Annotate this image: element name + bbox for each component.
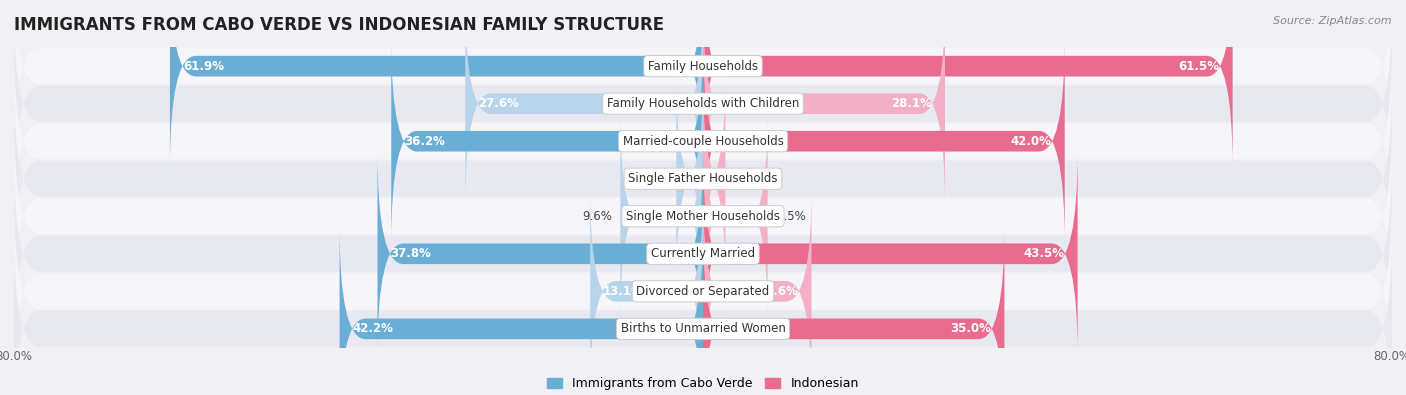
FancyBboxPatch shape [14, 84, 1392, 273]
Text: 35.0%: 35.0% [950, 322, 991, 335]
FancyBboxPatch shape [377, 152, 703, 356]
Text: 36.2%: 36.2% [404, 135, 446, 148]
Text: 61.5%: 61.5% [1178, 60, 1219, 73]
Text: Single Father Households: Single Father Households [628, 172, 778, 185]
Text: IMMIGRANTS FROM CABO VERDE VS INDONESIAN FAMILY STRUCTURE: IMMIGRANTS FROM CABO VERDE VS INDONESIAN… [14, 16, 664, 34]
Text: Currently Married: Currently Married [651, 247, 755, 260]
Text: 43.5%: 43.5% [1024, 247, 1064, 260]
Text: Source: ZipAtlas.com: Source: ZipAtlas.com [1274, 16, 1392, 26]
Text: 9.6%: 9.6% [582, 210, 612, 223]
FancyBboxPatch shape [703, 114, 768, 318]
Text: Married-couple Households: Married-couple Households [623, 135, 783, 148]
FancyBboxPatch shape [591, 189, 703, 393]
Text: 42.2%: 42.2% [353, 322, 394, 335]
Text: Single Mother Households: Single Mother Households [626, 210, 780, 223]
FancyBboxPatch shape [340, 227, 703, 395]
Text: 12.6%: 12.6% [758, 285, 799, 298]
FancyBboxPatch shape [14, 0, 1392, 161]
FancyBboxPatch shape [703, 189, 811, 393]
Text: 28.1%: 28.1% [891, 97, 932, 110]
FancyBboxPatch shape [703, 2, 945, 206]
Text: Divorced or Separated: Divorced or Separated [637, 285, 769, 298]
Text: 7.5%: 7.5% [776, 210, 806, 223]
FancyBboxPatch shape [703, 39, 1064, 243]
FancyBboxPatch shape [14, 159, 1392, 348]
FancyBboxPatch shape [391, 39, 703, 243]
FancyBboxPatch shape [14, 9, 1392, 198]
Legend: Immigrants from Cabo Verde, Indonesian: Immigrants from Cabo Verde, Indonesian [543, 372, 863, 395]
FancyBboxPatch shape [14, 47, 1392, 236]
FancyBboxPatch shape [14, 197, 1392, 386]
FancyBboxPatch shape [703, 227, 1004, 395]
FancyBboxPatch shape [700, 77, 728, 281]
FancyBboxPatch shape [703, 152, 1077, 356]
FancyBboxPatch shape [14, 122, 1392, 311]
Text: 2.6%: 2.6% [734, 172, 763, 185]
FancyBboxPatch shape [703, 0, 1233, 168]
Text: Family Households with Children: Family Households with Children [607, 97, 799, 110]
FancyBboxPatch shape [14, 234, 1392, 395]
Text: 27.6%: 27.6% [478, 97, 519, 110]
Text: 13.1%: 13.1% [603, 285, 644, 298]
FancyBboxPatch shape [170, 0, 703, 168]
FancyBboxPatch shape [620, 114, 703, 318]
Text: 3.1%: 3.1% [638, 172, 668, 185]
Text: 61.9%: 61.9% [183, 60, 224, 73]
Text: 42.0%: 42.0% [1011, 135, 1052, 148]
FancyBboxPatch shape [676, 77, 703, 281]
Text: Family Households: Family Households [648, 60, 758, 73]
Text: 37.8%: 37.8% [391, 247, 432, 260]
FancyBboxPatch shape [465, 2, 703, 206]
Text: Births to Unmarried Women: Births to Unmarried Women [620, 322, 786, 335]
